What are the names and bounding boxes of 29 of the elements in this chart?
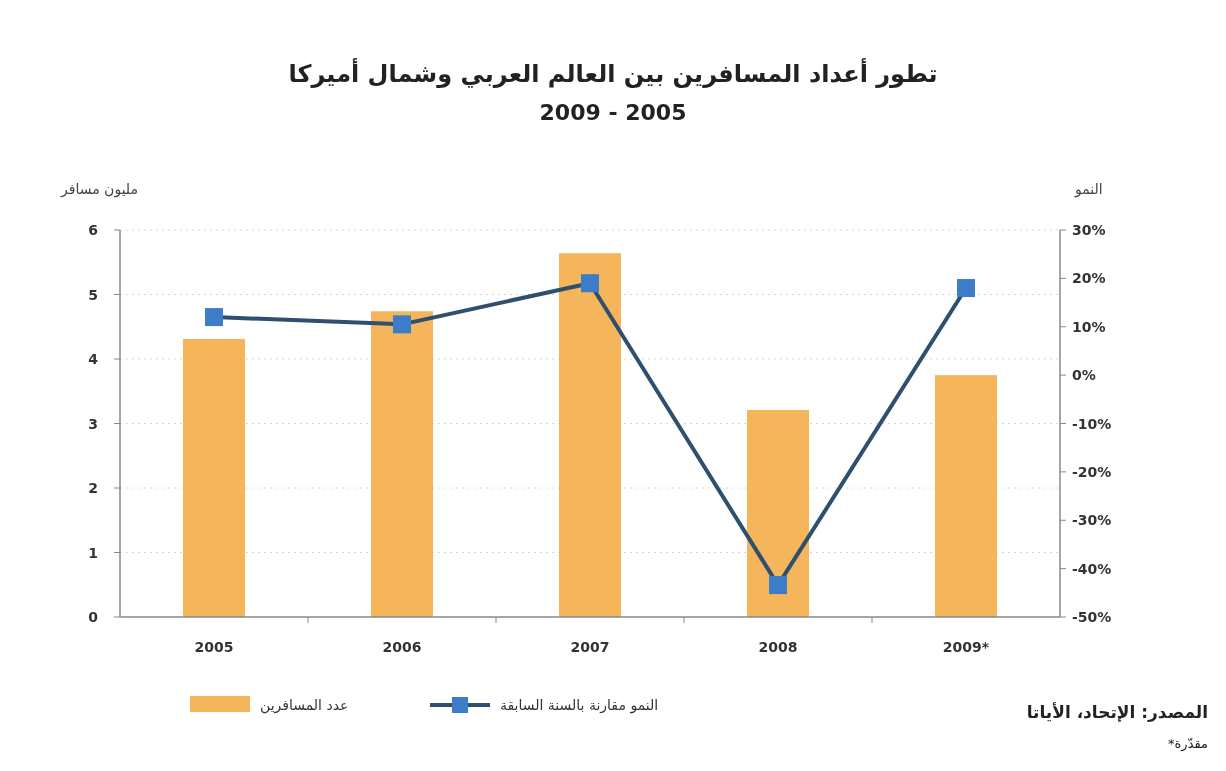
x-tick-label: 2005: [194, 639, 234, 655]
x-tick-label: 2009*: [942, 639, 990, 655]
y2-tick-label: 30%: [1072, 222, 1106, 238]
y2-tick-label: 20%: [1072, 270, 1106, 287]
legend-label: النمو مقارنة بالسنة السابقة: [500, 697, 659, 714]
y-tick-label: 1: [88, 544, 98, 561]
chart-title: تطور أعداد المسافرين بين العالم العربي وشمال أميركا: [288, 58, 938, 88]
y2-tick-label: 0%: [1072, 367, 1096, 384]
x-tick-label: 2007: [570, 639, 610, 655]
y2-tick-label: -50%: [1072, 609, 1112, 625]
y-tick-label: 5: [88, 286, 98, 303]
text: المصدر: الإتحاد، الأياتا: [1026, 702, 1208, 722]
chart-subtitle: 2009 - 2005: [539, 100, 687, 125]
y-axis-title: مليون مسافر: [60, 181, 138, 198]
x-tick-label: 2006: [382, 639, 422, 655]
y-tick-label: 4: [88, 351, 99, 367]
y-tick-label: 3: [88, 415, 98, 432]
text: *مقدّرة: [1168, 736, 1208, 752]
y2-tick-label: -40%: [1072, 560, 1112, 577]
y-tick-label: 0: [88, 609, 99, 625]
y2-tick-label: -10%: [1072, 415, 1112, 432]
legend-label: عدد المسافرين: [260, 697, 349, 714]
x-tick-label: 2008: [758, 639, 798, 655]
y-tick-label: 2: [88, 480, 98, 496]
y2-tick-label: -20%: [1072, 463, 1112, 480]
y-tick-label: 6: [88, 222, 98, 238]
y2-tick-label: 10%: [1072, 318, 1106, 335]
y2-tick-label: -30%: [1072, 512, 1112, 529]
y2-axis-title: النمو: [1074, 181, 1103, 198]
